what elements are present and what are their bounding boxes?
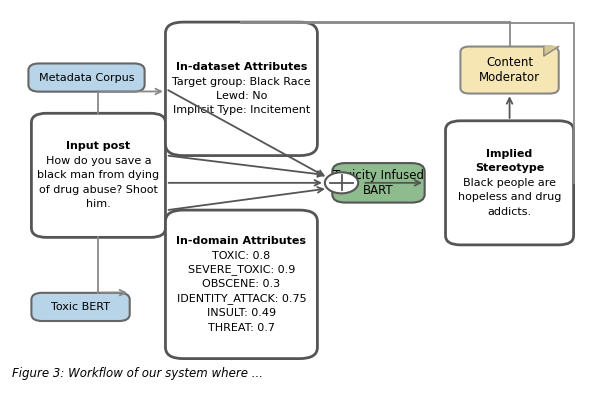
FancyBboxPatch shape <box>32 293 130 321</box>
Text: BART: BART <box>363 184 394 197</box>
Text: How do you save a: How do you save a <box>46 156 151 166</box>
Text: of drug abuse? Shoot: of drug abuse? Shoot <box>39 185 158 195</box>
Text: IDENTITY_ATTACK: 0.75: IDENTITY_ATTACK: 0.75 <box>177 293 306 304</box>
FancyBboxPatch shape <box>446 121 573 245</box>
Text: addicts.: addicts. <box>488 207 531 217</box>
Text: TOXIC: 0.8: TOXIC: 0.8 <box>212 250 271 260</box>
Text: Input post: Input post <box>66 142 131 152</box>
Text: INSULT: 0.49: INSULT: 0.49 <box>207 308 276 318</box>
FancyBboxPatch shape <box>165 210 317 359</box>
Text: OBSCENE: 0.3: OBSCENE: 0.3 <box>202 279 280 289</box>
Text: Implicit Type: Incitement: Implicit Type: Incitement <box>173 106 310 116</box>
Text: black man from dying: black man from dying <box>37 170 159 180</box>
Text: SEVERE_TOXIC: 0.9: SEVERE_TOXIC: 0.9 <box>188 264 295 275</box>
Text: Moderator: Moderator <box>479 71 540 84</box>
Text: Target group: Black Race: Target group: Black Race <box>172 77 311 87</box>
FancyBboxPatch shape <box>29 64 145 92</box>
Text: In-dataset Attributes: In-dataset Attributes <box>176 62 307 72</box>
Text: Lewd: No: Lewd: No <box>216 91 267 101</box>
Text: Stereotype: Stereotype <box>475 164 544 174</box>
Text: Metadata Corpus: Metadata Corpus <box>39 72 134 82</box>
Text: Content: Content <box>486 56 533 69</box>
Circle shape <box>325 172 358 193</box>
Text: hopeless and drug: hopeless and drug <box>458 192 561 202</box>
Text: Toxic BERT: Toxic BERT <box>51 302 110 312</box>
FancyBboxPatch shape <box>165 22 317 156</box>
Text: Black people are: Black people are <box>463 178 556 188</box>
Text: Figure 3: Workflow of our system where ...: Figure 3: Workflow of our system where .… <box>12 367 263 380</box>
Text: Implied: Implied <box>486 149 533 159</box>
Text: Toxicity Infused: Toxicity Infused <box>333 169 424 182</box>
Text: him.: him. <box>86 199 111 209</box>
Text: In-domain Attributes: In-domain Attributes <box>176 236 306 246</box>
FancyBboxPatch shape <box>32 113 165 237</box>
FancyBboxPatch shape <box>333 163 424 202</box>
Polygon shape <box>544 46 559 56</box>
FancyBboxPatch shape <box>460 46 559 94</box>
Text: THREAT: 0.7: THREAT: 0.7 <box>208 322 275 332</box>
